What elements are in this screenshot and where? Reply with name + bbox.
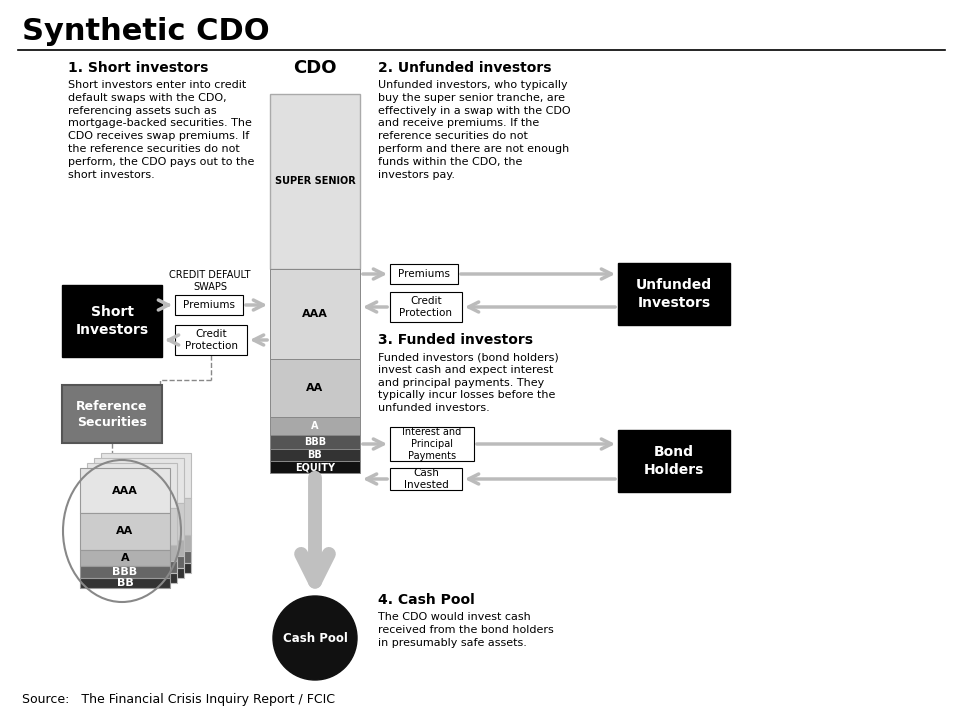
Bar [618, 430, 730, 492]
Bar [87, 508, 177, 545]
Bar [101, 453, 191, 498]
Bar [94, 503, 184, 540]
Text: BBB: BBB [112, 567, 137, 577]
Bar [80, 468, 170, 513]
Bar [62, 285, 162, 357]
Bar [94, 540, 184, 556]
Bar [390, 427, 474, 461]
Bar [87, 463, 177, 508]
Circle shape [273, 596, 357, 680]
Text: Synthetic CDO: Synthetic CDO [22, 17, 270, 47]
Text: SUPER SENIOR: SUPER SENIOR [275, 176, 355, 186]
Text: 4. Cash Pool: 4. Cash Pool [378, 593, 475, 607]
Bar [101, 535, 191, 551]
Bar [94, 568, 184, 578]
Bar [270, 435, 360, 449]
Text: Short
Investors: Short Investors [76, 305, 149, 337]
Text: AA: AA [306, 383, 324, 393]
Bar [270, 269, 360, 359]
Bar [270, 449, 360, 461]
Text: Credit
Protection: Credit Protection [184, 329, 237, 351]
Bar [87, 561, 177, 573]
Text: EQUITY: EQUITY [295, 462, 335, 472]
Text: Funded investors (bond holders)
invest cash and expect interest
and principal pa: Funded investors (bond holders) invest c… [378, 352, 559, 413]
Bar [270, 417, 360, 435]
Text: A: A [311, 421, 319, 431]
Bar [87, 545, 177, 561]
Bar [175, 295, 243, 315]
Bar [101, 563, 191, 573]
Text: Credit
Protection: Credit Protection [399, 296, 452, 318]
Text: A: A [121, 553, 130, 563]
Bar [390, 292, 462, 322]
Bar [390, 468, 462, 490]
Text: Interest and
Principal
Payments: Interest and Principal Payments [402, 428, 462, 461]
Bar [175, 325, 247, 355]
Bar [80, 513, 170, 550]
Text: CDO: CDO [293, 59, 337, 77]
Bar [62, 385, 162, 443]
Text: Cash
Invested: Cash Invested [403, 468, 448, 490]
Text: Cash Pool: Cash Pool [282, 631, 348, 644]
Text: CREDIT DEFAULT
SWAPS: CREDIT DEFAULT SWAPS [169, 270, 251, 292]
Bar [80, 566, 170, 578]
Text: Short investors enter into credit
default swaps with the CDO,
referencing assets: Short investors enter into credit defaul… [68, 80, 254, 179]
Text: 3. Funded investors: 3. Funded investors [378, 333, 533, 347]
Text: BB: BB [307, 450, 323, 460]
Text: AAA: AAA [302, 309, 328, 319]
Text: AA: AA [116, 526, 133, 536]
Text: BBB: BBB [304, 437, 326, 447]
Text: 2. Unfunded investors: 2. Unfunded investors [378, 61, 551, 75]
Bar [94, 556, 184, 568]
Text: Source:   The Financial Crisis Inquiry Report / FCIC: Source: The Financial Crisis Inquiry Rep… [22, 693, 335, 706]
Text: Premiums: Premiums [183, 300, 235, 310]
Text: BB: BB [116, 578, 133, 588]
Text: Premiums: Premiums [398, 269, 450, 279]
Bar [101, 498, 191, 535]
Bar [94, 458, 184, 503]
Bar [101, 551, 191, 563]
Text: Bond
Holders: Bond Holders [644, 446, 705, 477]
Text: Unfunded
Investors: Unfunded Investors [636, 279, 712, 310]
Bar [390, 264, 458, 284]
Bar [270, 359, 360, 417]
Text: Reference
Securities: Reference Securities [76, 400, 148, 428]
Text: The CDO would invest cash
received from the bond holders
in presumably safe asse: The CDO would invest cash received from … [378, 612, 554, 647]
Bar [270, 94, 360, 269]
Text: Unfunded investors, who typically
buy the super senior tranche, are
effectively : Unfunded investors, who typically buy th… [378, 80, 570, 179]
Bar [618, 263, 730, 325]
Text: AAA: AAA [112, 485, 138, 495]
Bar [80, 578, 170, 588]
Bar [80, 550, 170, 566]
Text: 1. Short investors: 1. Short investors [68, 61, 208, 75]
Bar [87, 573, 177, 583]
Bar [270, 461, 360, 473]
